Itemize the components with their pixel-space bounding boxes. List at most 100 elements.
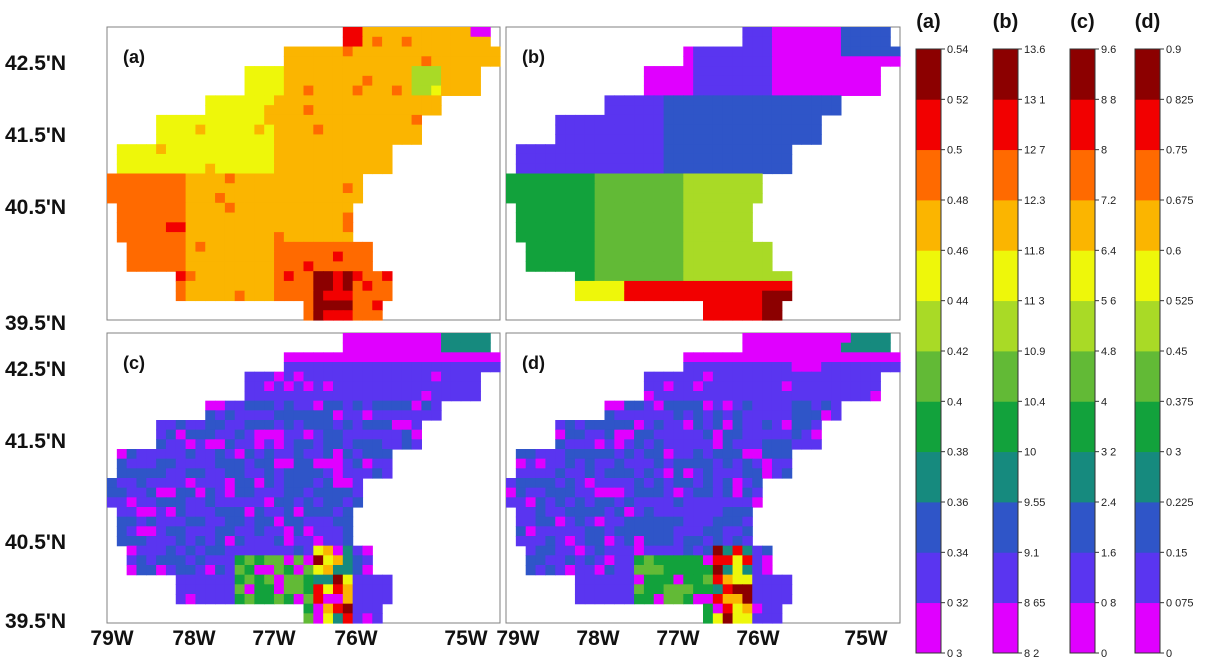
grid-cell (332, 565, 344, 576)
grid-cell (156, 202, 167, 214)
grid-cell (323, 362, 334, 373)
grid-cell (342, 613, 354, 624)
grid-cell (712, 381, 724, 392)
grid-cell (584, 280, 596, 292)
grid-cell (116, 163, 128, 175)
longitude-label: 78W (576, 627, 619, 650)
grid-cell (165, 153, 177, 165)
grid-cell (234, 468, 246, 479)
grid-cell (431, 391, 442, 402)
grid-cell (293, 391, 305, 402)
grid-cell (890, 56, 901, 67)
grid-cell (195, 565, 206, 576)
grid-cell (634, 193, 645, 204)
grid-cell (653, 212, 665, 223)
grid-cell (742, 420, 753, 431)
grid-cell (391, 391, 403, 402)
grid-cell (722, 290, 734, 302)
latitude-label: 42.5'N (5, 358, 66, 381)
grid-cell (781, 362, 793, 373)
grid-cell (165, 193, 177, 204)
grid-cell (722, 497, 734, 508)
grid-cell (831, 333, 842, 344)
grid-cell (574, 280, 586, 292)
grid-cell (634, 114, 645, 126)
grid-cell (545, 202, 556, 214)
grid-cell (372, 381, 383, 392)
grid-cell (382, 391, 393, 402)
grid-cell (116, 536, 128, 547)
colorbar-tick-label: 11.8 (1024, 245, 1045, 257)
grid-cell (555, 420, 566, 431)
grid-cell (146, 526, 157, 537)
grid-cell (781, 468, 793, 479)
grid-cell (752, 124, 763, 136)
grid-cell (634, 536, 645, 547)
grid-cell (372, 410, 383, 421)
grid-cell (614, 193, 625, 204)
grid-cell (762, 124, 773, 136)
grid-cell (604, 290, 615, 302)
grid-cell (215, 400, 226, 411)
grid-cell (555, 144, 566, 155)
grid-cell (624, 134, 635, 145)
grid-cell (372, 290, 383, 302)
grid-cell (634, 105, 645, 116)
grid-cell (215, 183, 226, 194)
grid-cell (372, 134, 383, 145)
grid-cell (762, 333, 773, 344)
grid-cell (683, 183, 694, 194)
grid-cell (332, 105, 344, 116)
grid-cell (254, 241, 265, 253)
grid-cell (693, 75, 704, 87)
grid-cell (801, 333, 812, 344)
grid-cell (411, 400, 422, 411)
grid-cell (712, 429, 724, 440)
grid-cell (742, 449, 753, 460)
grid-cell (663, 124, 675, 136)
grid-cell (323, 613, 334, 624)
grid-cell (224, 497, 236, 508)
grid-cell (703, 391, 714, 402)
grid-cell (594, 280, 606, 292)
colorbar-segment (1070, 200, 1095, 251)
grid-cell (712, 468, 724, 479)
grid-cell (604, 124, 615, 136)
grid-cell (515, 163, 527, 175)
grid-cell (313, 232, 324, 243)
grid-cell (126, 212, 138, 223)
grid-cell (771, 271, 783, 282)
grid-cell (732, 516, 743, 527)
grid-cell (480, 27, 491, 38)
grid-cell (254, 222, 265, 233)
grid-cell (283, 271, 295, 282)
grid-cell (584, 565, 596, 576)
grid-cell (116, 468, 128, 479)
grid-cell (781, 134, 793, 145)
grid-cell (574, 536, 586, 547)
colorbar-segment (993, 250, 1018, 302)
grid-cell (244, 439, 255, 450)
grid-cell (401, 46, 413, 57)
grid-cell (224, 290, 236, 302)
grid-cell (614, 574, 625, 585)
grid-cell (574, 487, 586, 498)
grid-cell (165, 251, 177, 262)
grid-cell (382, 271, 393, 282)
grid-cell (712, 574, 724, 585)
grid-cell (643, 202, 655, 214)
grid-cell (771, 352, 783, 363)
grid-cell (762, 410, 773, 421)
colorbar-segment (1135, 300, 1160, 352)
grid-cell (525, 487, 537, 498)
grid-cell (244, 536, 255, 547)
grid-cell (431, 400, 442, 411)
grid-cell (323, 555, 334, 566)
grid-cell (303, 290, 314, 302)
grid-cell (683, 75, 694, 87)
grid-cell (362, 153, 373, 165)
grid-cell (525, 212, 537, 223)
grid-cell (126, 251, 138, 262)
grid-cell (332, 545, 344, 556)
grid-cell (653, 105, 665, 116)
